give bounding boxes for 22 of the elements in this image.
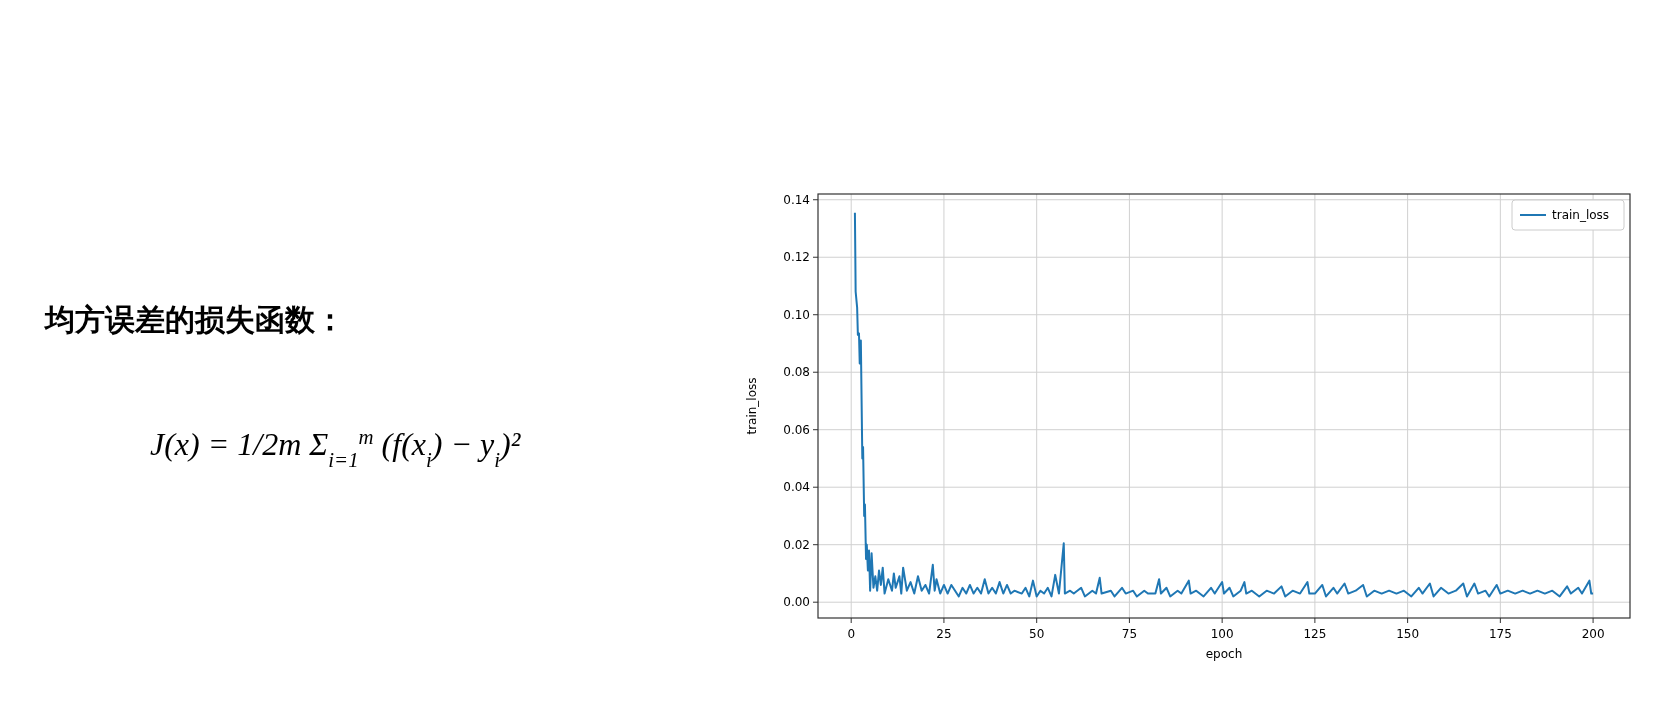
x-tick-label: 175: [1488, 627, 1512, 641]
x-tick-label: 200: [1581, 627, 1605, 641]
x-axis-title: epoch: [1205, 647, 1243, 661]
y-tick-label: 0.08: [783, 365, 810, 380]
y-tick-label: 0.04: [783, 480, 810, 495]
text: 均方误差的损失函数：: [43, 302, 345, 337]
y-tick-label: 0.02: [783, 537, 810, 552]
text: J(x) = 1/2m Σ$_{i=1}$$^{m}$ (f(x$_{i}$) − y$_{i}$)²: [150, 424, 522, 471]
y-tick-label: 0.10: [783, 307, 810, 322]
y-axis-title: train_loss: [745, 377, 759, 435]
x-tick-label: 125: [1303, 627, 1327, 641]
x-tick-label: 75: [1121, 627, 1138, 641]
legend-label: train_loss: [1552, 208, 1610, 222]
x-tick-label: 0: [847, 627, 856, 641]
y-tick-label: 0.06: [783, 422, 810, 437]
x-tick-label: 25: [936, 627, 952, 641]
x-tick-label: 100: [1210, 627, 1234, 641]
x-tick-label: 150: [1396, 627, 1420, 641]
y-tick-label: 0.00: [783, 595, 810, 610]
x-tick-label: 50: [1029, 627, 1045, 641]
y-tick-label: 0.14: [783, 192, 810, 207]
y-tick-label: 0.12: [783, 250, 810, 265]
